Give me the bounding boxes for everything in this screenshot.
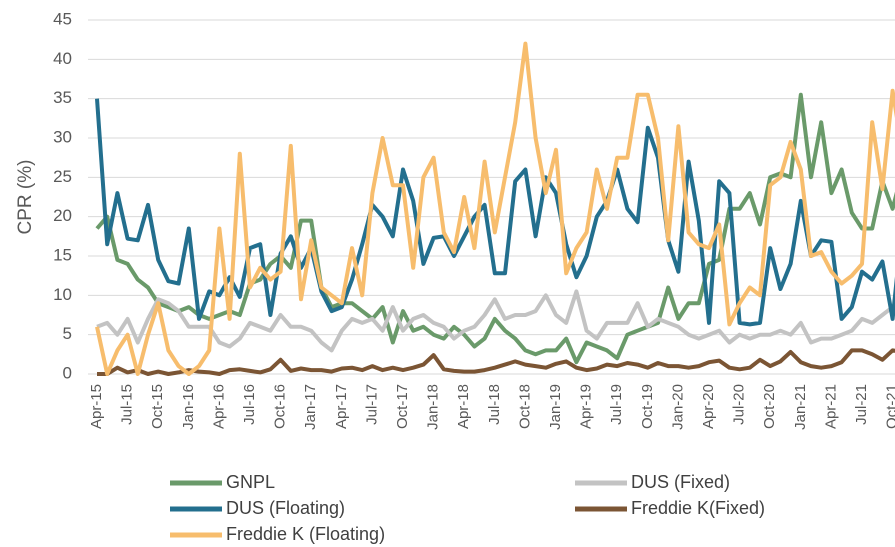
x-tick-label: Jan-16 xyxy=(180,384,197,430)
legend-label: GNPL xyxy=(226,472,275,492)
x-tick-label: Oct-16 xyxy=(272,384,289,429)
x-tick-label: Jan-20 xyxy=(669,384,686,430)
legend-label: Freddie K (Floating) xyxy=(226,524,385,544)
y-tick-label: 40 xyxy=(53,49,72,68)
x-tick-label: Oct-21 xyxy=(884,384,895,429)
x-tick-label: Jul-21 xyxy=(853,384,870,425)
y-tick-label: 25 xyxy=(53,167,72,186)
y-tick-label: 30 xyxy=(53,127,72,146)
x-tick-label: Jul-16 xyxy=(241,384,258,425)
x-tick-label: Oct-15 xyxy=(149,384,166,429)
x-tick-label: Jan-19 xyxy=(547,384,564,430)
x-tick-label: Apr-21 xyxy=(822,384,839,429)
x-tick-label: Jan-21 xyxy=(792,384,809,430)
y-tick-label: 5 xyxy=(63,324,72,343)
x-tick-label: Jul-20 xyxy=(731,384,748,425)
line-series xyxy=(96,289,895,353)
y-axis-label: CPR (%) xyxy=(15,160,36,235)
y-tick-label: 20 xyxy=(53,206,72,225)
x-tick-label: Jul-15 xyxy=(119,384,136,425)
y-tick-label: 0 xyxy=(63,363,72,382)
y-tick-label: 35 xyxy=(53,88,72,107)
x-tick-label: Apr-15 xyxy=(88,384,105,429)
x-tick-label: Oct-19 xyxy=(639,384,656,429)
legend-label: DUS (Floating) xyxy=(226,498,345,518)
y-tick-label: 15 xyxy=(53,245,72,264)
x-tick-label: Jul-19 xyxy=(608,384,625,425)
line-series xyxy=(95,98,895,327)
x-tick-label: Apr-17 xyxy=(333,384,350,429)
x-tick-label: Apr-16 xyxy=(210,384,227,429)
legend-label: Freddie K(Fixed) xyxy=(631,498,765,518)
x-tick-label: Oct-20 xyxy=(761,384,778,429)
legend-label: DUS (Fixed) xyxy=(631,472,730,492)
x-tick-label: Apr-19 xyxy=(578,384,595,429)
x-tick-label: Jul-18 xyxy=(486,384,503,425)
x-tick-label: Apr-20 xyxy=(700,384,717,429)
y-tick-label: 45 xyxy=(53,9,72,28)
x-tick-label: Jan-18 xyxy=(425,384,442,430)
x-tick-label: Jan-17 xyxy=(302,384,319,430)
x-tick-label: Apr-18 xyxy=(455,384,472,429)
line-series xyxy=(97,348,895,376)
x-tick-label: Jul-17 xyxy=(363,384,380,425)
y-tick-label: 10 xyxy=(53,285,72,304)
line-series xyxy=(95,41,895,376)
x-tick-label: Oct-18 xyxy=(516,384,533,429)
x-tick-label: Oct-17 xyxy=(394,384,411,429)
